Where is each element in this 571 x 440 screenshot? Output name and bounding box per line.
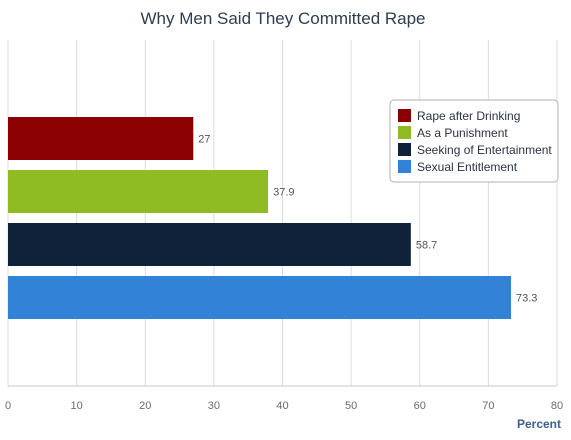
x-axis-label: Percent xyxy=(517,417,561,431)
data-label: 27 xyxy=(198,134,210,146)
x-tick-label: 10 xyxy=(71,400,83,412)
x-tick-label: 0 xyxy=(5,400,11,412)
legend-swatch xyxy=(398,126,411,139)
data-label: 58.7 xyxy=(416,240,437,252)
legend: Rape after Drinking As a Punishment Seekin… xyxy=(389,99,559,183)
legend-label: Seeking of Entertainment xyxy=(417,143,552,157)
legend-label: Rape after Drinking xyxy=(417,109,520,123)
bar xyxy=(8,276,512,319)
bars xyxy=(8,117,512,319)
x-tick-label: 50 xyxy=(345,400,357,412)
data-label: 73.3 xyxy=(516,293,537,305)
bar xyxy=(8,170,269,213)
legend-swatch xyxy=(398,160,411,173)
data-labels: 27 37.9 58.7 73.3 xyxy=(198,134,537,305)
legend-swatch xyxy=(398,143,411,156)
x-tick-label: 20 xyxy=(139,400,151,412)
legend-label: Sexual Entitlement xyxy=(417,160,518,174)
legend-swatch xyxy=(398,109,411,122)
x-tick-label: 70 xyxy=(482,400,494,412)
x-tick-label: 30 xyxy=(208,400,220,412)
x-tick-label: 80 xyxy=(551,400,563,412)
legend-box xyxy=(389,99,559,183)
bar xyxy=(8,117,194,160)
x-axis-ticks: 0 10 20 30 40 50 60 70 80 xyxy=(5,400,563,412)
gridlines xyxy=(7,40,558,387)
data-label: 37.9 xyxy=(273,187,294,199)
x-tick-label: 40 xyxy=(276,400,288,412)
legend-label: As a Punishment xyxy=(417,126,508,140)
chart-title: Why Men Said They Committed Rape xyxy=(140,9,425,28)
x-tick-label: 60 xyxy=(414,400,426,412)
bar xyxy=(8,223,411,266)
